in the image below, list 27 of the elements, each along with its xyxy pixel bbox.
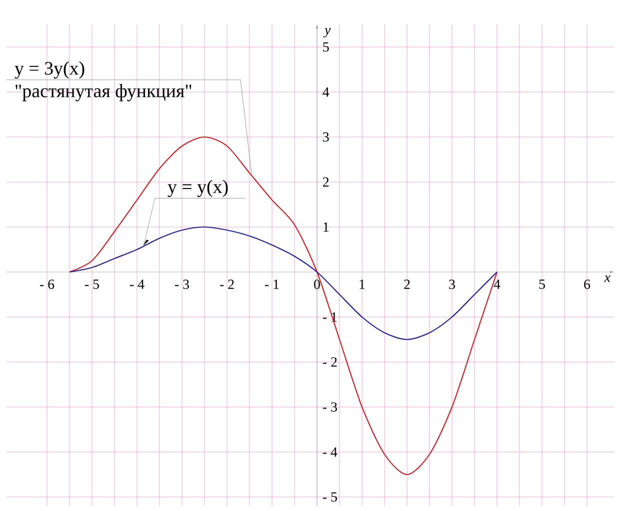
annotation: y = 3y(x) xyxy=(14,61,84,79)
x-tick-label: - 6 xyxy=(40,280,54,290)
x-tick-label: 2 xyxy=(404,280,410,289)
annotation: y = y(x) xyxy=(168,180,228,197)
y-axis-title: y xyxy=(323,28,331,38)
x-axis-title: x xyxy=(604,276,610,282)
x-tick-label: 4 xyxy=(494,280,500,289)
x-tick-label: - 3 xyxy=(174,280,190,290)
x-tick-label: 6 xyxy=(584,280,590,290)
y-tick-label: 1 xyxy=(324,222,329,232)
annotation: "растянутая функция" xyxy=(16,84,192,102)
x-tick-label: - 2 xyxy=(220,280,234,289)
y-tick-label: - 3 xyxy=(322,402,337,412)
x-tick-label: 3 xyxy=(449,280,455,290)
y-tick-label: - 5 xyxy=(322,492,337,502)
y-tick-label: - 4 xyxy=(322,447,338,457)
x-tick-label: - 1 xyxy=(264,280,279,289)
x-tick-label: 0 xyxy=(314,280,320,290)
y-tick-label: - 2 xyxy=(322,357,337,367)
y-tick-label: 3 xyxy=(323,132,329,142)
x-tick-label: - 4 xyxy=(130,280,144,289)
y-tick-label: 5 xyxy=(323,42,329,52)
x-tick-label: 1 xyxy=(360,280,365,289)
y-tick-label: 2 xyxy=(323,177,329,187)
x-tick-label: - 5 xyxy=(84,280,100,289)
y-tick-label: 4 xyxy=(322,87,330,97)
x-tick-label: 5 xyxy=(539,280,545,289)
